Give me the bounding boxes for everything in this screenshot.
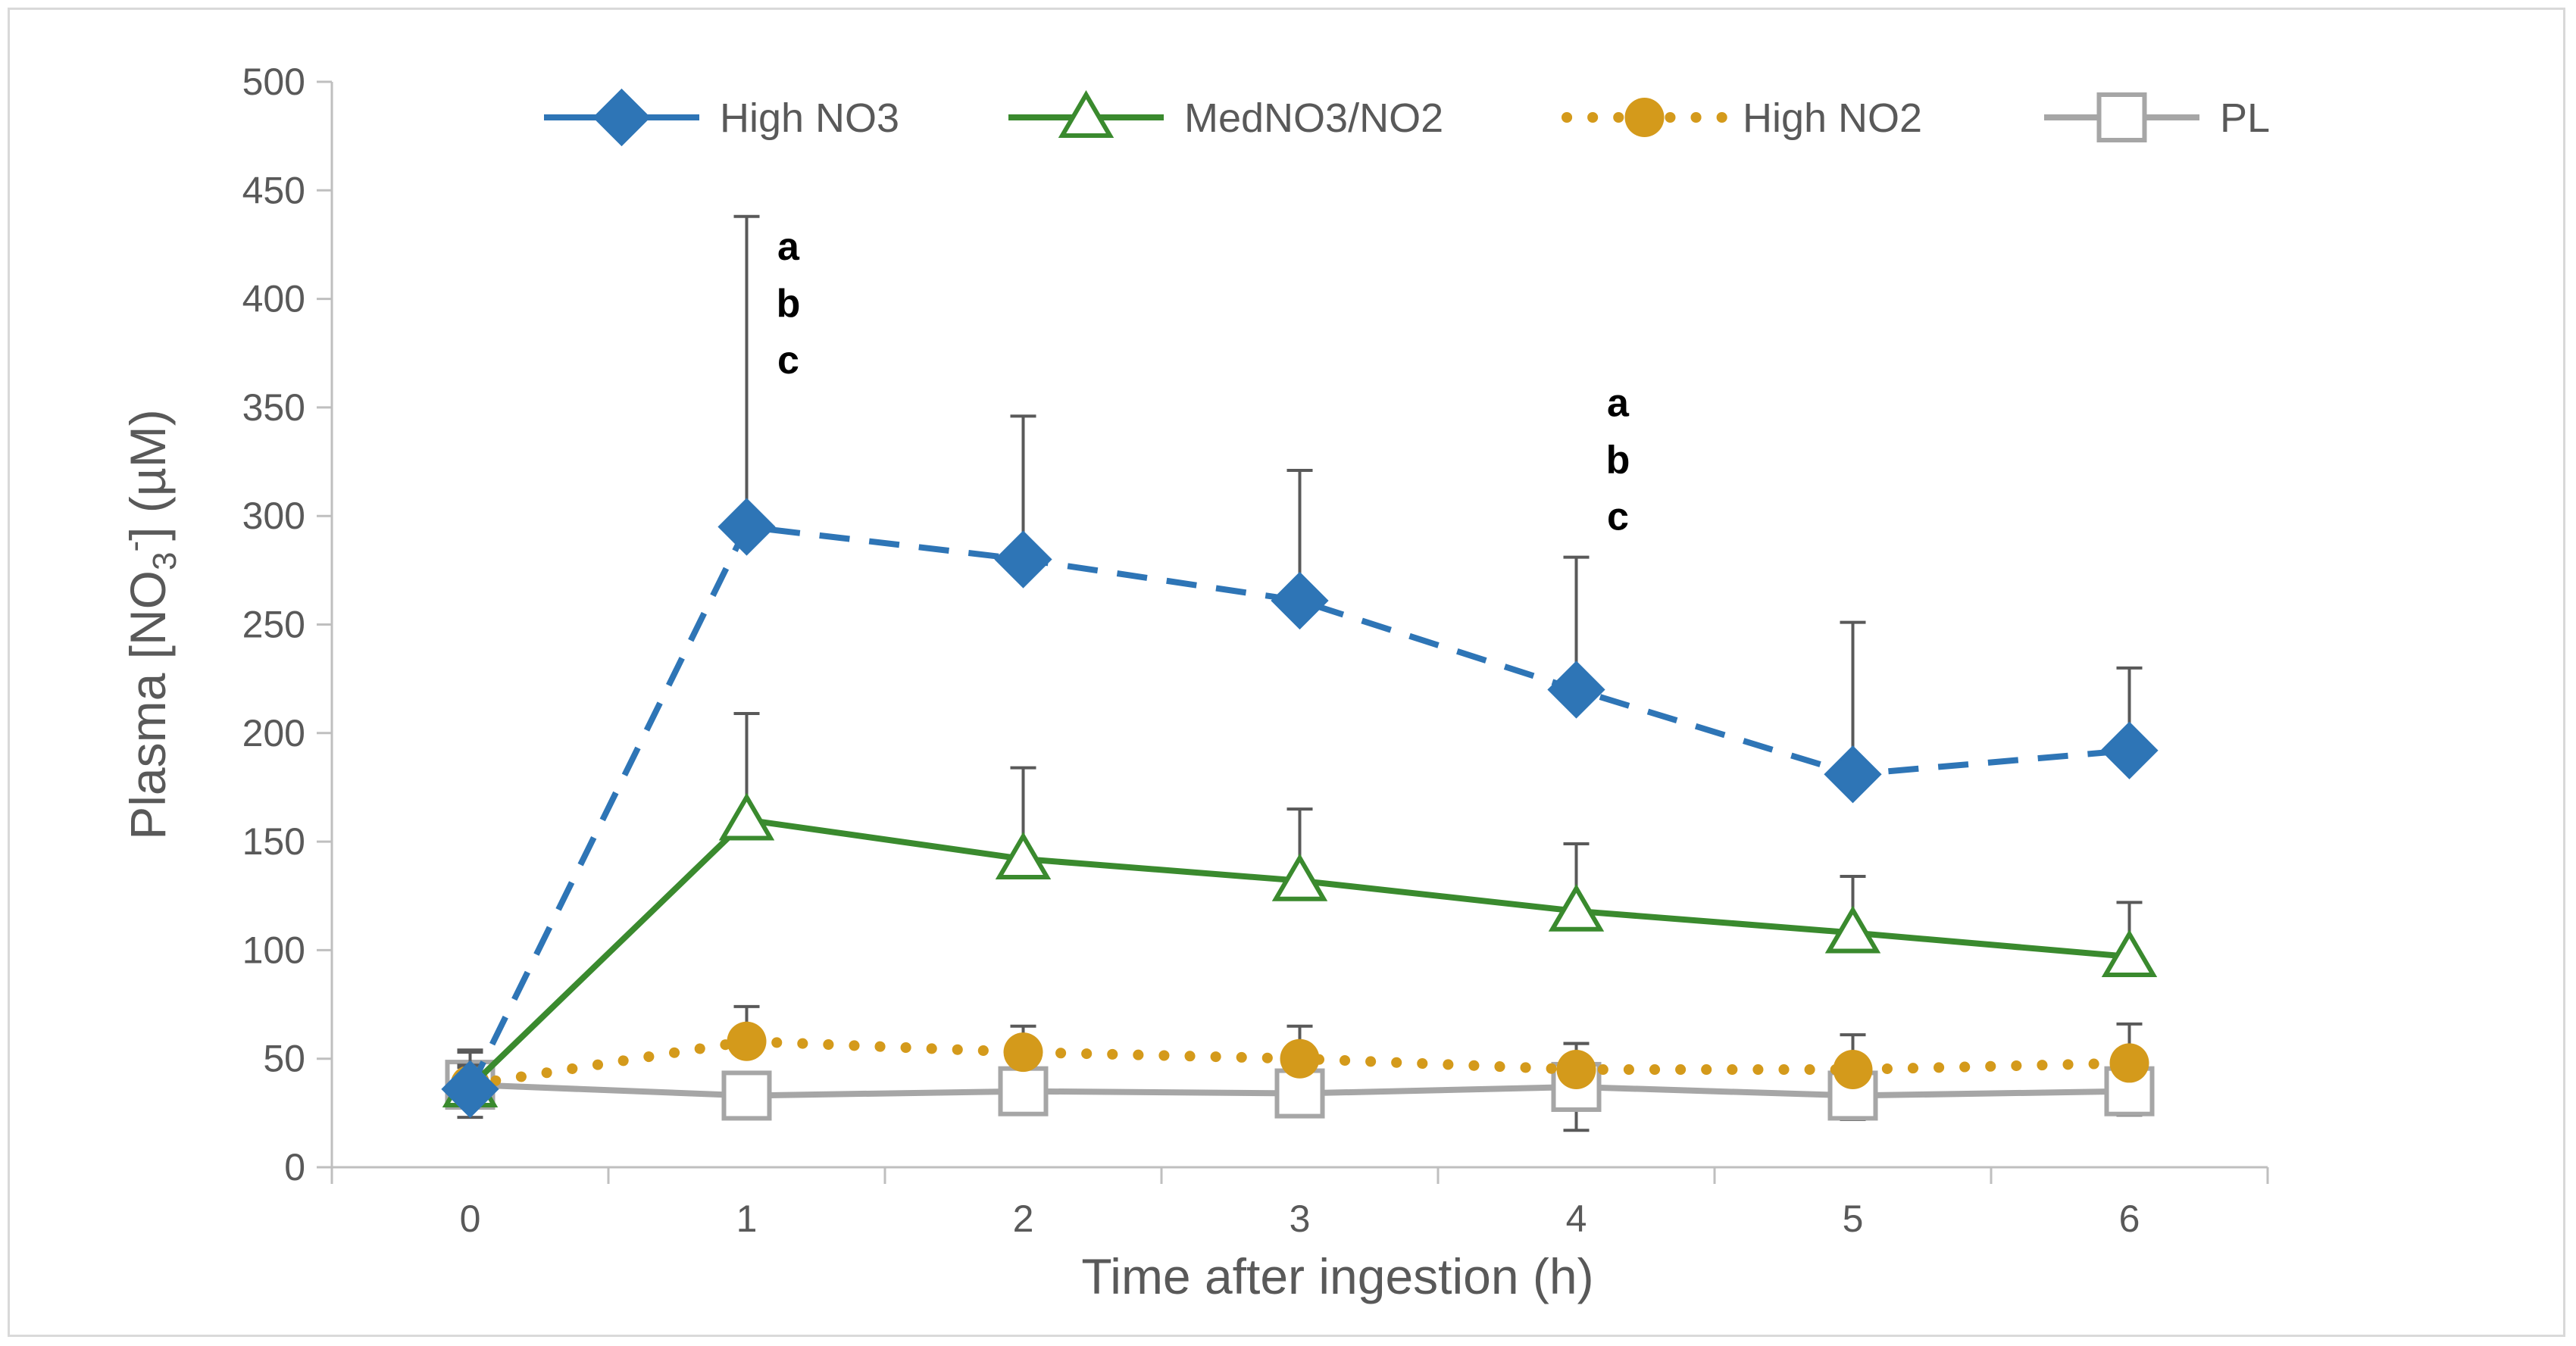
legend-item-high-no3: High NO3	[544, 88, 899, 147]
annotation-label: b	[777, 282, 801, 326]
legend-item-medno3-no2: MedNO3/NO2	[1008, 90, 1443, 141]
data-point	[721, 1070, 772, 1121]
legend-label: High NO3	[720, 95, 899, 141]
series-medno3-no2	[442, 712, 2158, 1107]
legend-label: MedNO3/NO2	[1184, 95, 1443, 141]
data-point	[1824, 905, 1881, 954]
annotation-label: a	[777, 225, 800, 269]
data-point	[1280, 1038, 1320, 1079]
data-point	[1824, 745, 1882, 804]
x-tick-label: 5	[1843, 1198, 1864, 1240]
data-point	[1833, 1050, 1873, 1090]
annotation-label: c	[777, 339, 799, 383]
series-high-no3	[441, 214, 2159, 1118]
legend-label: High NO2	[1743, 95, 1922, 141]
legend-item-high-no2: High NO2	[1562, 95, 1922, 141]
x-axis-title: Time after ingestion (h)	[1081, 1248, 1593, 1304]
y-tick-label: 450	[242, 169, 305, 211]
annotation-label: c	[1607, 495, 1629, 539]
x-tick-label: 4	[1566, 1198, 1587, 1240]
data-point	[1548, 883, 1605, 932]
data-point	[1556, 1050, 1596, 1090]
axes-group: 0 50 100 150 200 250 300 350 400 450 500 0 1 2 3 4 5 6 Tim…	[116, 61, 2269, 1304]
data-point	[995, 832, 1052, 880]
legend-marker	[1058, 90, 1114, 138]
legend: High NO3 MedNO3/NO2 High NO2 PL	[544, 88, 2270, 147]
data-point	[1271, 571, 1329, 630]
annotation-label: b	[1606, 438, 1630, 482]
y-tick-label: 500	[242, 61, 305, 103]
data-point	[2100, 721, 2159, 779]
chart-canvas: 0 50 100 150 200 250 300 350 400 450 500 0 1 2 3 4 5 6 Tim…	[116, 61, 2270, 1304]
data-point	[717, 498, 776, 556]
y-tick-label: 400	[242, 278, 305, 320]
data-point	[2109, 1043, 2149, 1083]
x-tick-label: 0	[460, 1198, 481, 1240]
annotation-group: abc	[777, 225, 801, 383]
data-point	[1271, 853, 1328, 901]
legend-marker	[2096, 92, 2147, 142]
data-point	[727, 1021, 767, 1061]
data-point	[998, 1066, 1049, 1116]
y-tick-label: 300	[242, 495, 305, 537]
data-point	[441, 1060, 499, 1118]
legend-item-pl: PL	[2044, 92, 2270, 142]
x-tick-label: 1	[736, 1198, 758, 1240]
data-point	[2101, 929, 2158, 977]
chart-frame: 0 50 100 150 200 250 300 350 400 450 500 0 1 2 3 4 5 6 Tim…	[8, 8, 2565, 1337]
y-tick-label: 0	[284, 1146, 305, 1188]
data-point	[718, 792, 775, 841]
data-point	[994, 530, 1052, 589]
data-point	[1003, 1032, 1043, 1073]
x-tick-label: 6	[2119, 1198, 2140, 1240]
y-axis-title: Plasma [NO3-] (µM)	[116, 409, 183, 840]
y-tick-label: 100	[242, 929, 305, 971]
data-point	[1547, 661, 1605, 719]
y-tick-label: 250	[242, 604, 305, 646]
annotation-label: a	[1607, 381, 1630, 425]
y-tick-label: 200	[242, 712, 305, 754]
legend-marker	[1624, 98, 1665, 137]
annotation-group: abc	[1606, 381, 1630, 539]
x-tick-label: 2	[1013, 1198, 1034, 1240]
y-tick-label: 150	[242, 820, 305, 863]
legend-marker	[592, 88, 651, 147]
y-tick-label: 350	[242, 386, 305, 429]
legend-label: PL	[2220, 95, 2270, 141]
y-tick-label: 50	[263, 1038, 305, 1080]
x-tick-label: 3	[1290, 1198, 1311, 1240]
